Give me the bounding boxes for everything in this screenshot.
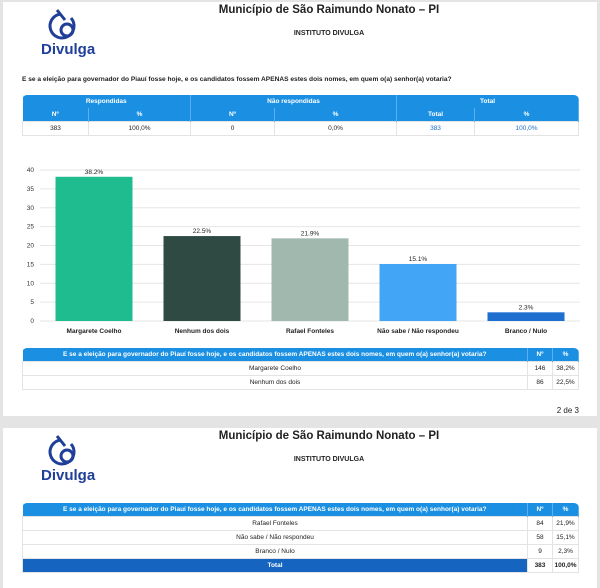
x-tick-label: Não sabe / Não respondeu	[377, 328, 459, 335]
y-tick-label: 20	[27, 243, 35, 250]
y-tick-label: 40	[27, 167, 35, 174]
y-tick-label: 0	[30, 318, 34, 325]
results-table-continued: E se a eleição para governador do Piauí …	[22, 503, 579, 573]
question-text: E se a eleição para governador do Piauí …	[22, 76, 452, 83]
summary-table: Respondidas Não respondidas Total Nº% Nº% To…	[22, 95, 580, 136]
y-tick-label: 25	[27, 224, 35, 231]
data-label: 22.5%	[193, 228, 212, 235]
bar	[163, 236, 241, 321]
institute-name: INSTITUTO DIVULGA	[293, 456, 365, 463]
y-tick-label: 30	[27, 205, 35, 212]
x-tick-label: Branco / Nulo	[505, 328, 547, 335]
bar	[271, 238, 349, 321]
total-row: Total 383 100,0%	[22, 557, 579, 573]
divulga-logo: Divulga	[33, 6, 95, 66]
table-row: Rafael Fonteles 84 21,9%	[22, 515, 579, 531]
table-row: Nenhum dos dois 86 22,5%	[22, 374, 579, 390]
institute-name: INSTITUTO DIVULGA	[293, 30, 365, 37]
table-row: Não sabe / Não respondeu 58 15,1%	[22, 529, 579, 545]
y-tick-label: 10	[27, 280, 35, 287]
x-tick-label: Margarete Coelho	[67, 328, 122, 335]
page-title: Município de São Raimundo Nonato – PI	[218, 4, 440, 16]
table-row: 383 100,0% 0 0,0% 383 100,0%	[22, 120, 580, 136]
page-number: 2 de 3	[556, 406, 579, 415]
x-tick-label: Rafael Fonteles	[286, 328, 334, 335]
data-label: 38.2%	[85, 169, 104, 176]
results-table: E se a eleição para governador do Piauí …	[22, 348, 579, 390]
bar	[487, 312, 565, 321]
x-tick-label: Nenhum dos dois	[175, 328, 230, 335]
y-tick-label: 35	[27, 186, 35, 193]
report-page-2: Divulga Município de São Raimundo Nonato…	[3, 428, 597, 588]
divulga-logo: Divulga	[33, 432, 95, 492]
bar	[55, 176, 133, 321]
bar-chart: 0 5 10 15 20 25 30 35 40 38.2% Margarete Coelho 22.…	[27, 167, 580, 335]
table-row: Branco / Nulo 9 2,3%	[22, 543, 579, 559]
table-row: Margarete Coelho 146 38,2%	[22, 360, 579, 376]
data-label: 21.9%	[301, 230, 320, 237]
data-label: 2.3%	[519, 304, 534, 311]
report-page-1: Divulga Município de São Raimundo Nonato…	[3, 2, 597, 416]
data-label: 15.1%	[409, 256, 428, 263]
y-tick-label: 5	[30, 299, 34, 306]
bar	[379, 263, 457, 321]
page-title: Município de São Raimundo Nonato – PI	[218, 430, 440, 442]
y-tick-label: 15	[27, 261, 35, 268]
